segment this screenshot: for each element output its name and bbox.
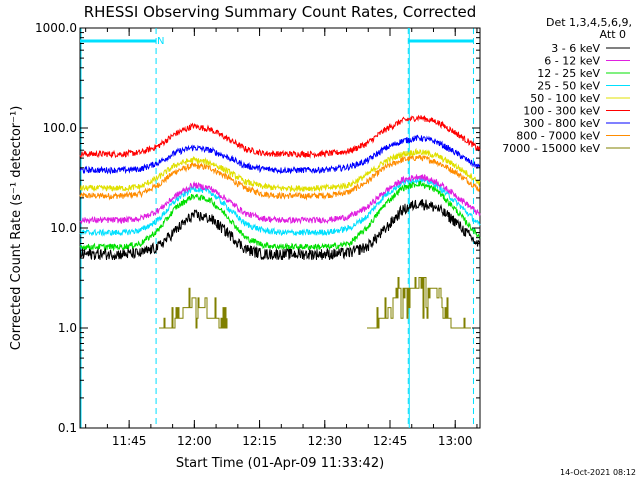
series-line-12-25keV <box>79 180 481 252</box>
legend-label: 6 - 12 keV <box>544 55 600 68</box>
legend-label: 3 - 6 keV <box>551 42 600 55</box>
legend-label: 300 - 800 keV <box>523 117 600 130</box>
legend-header-line-2: Att 0 <box>600 28 626 41</box>
x-tick-label: 12:30 <box>307 434 342 448</box>
series-line-100-300keV <box>79 114 481 159</box>
legend-label: 800 - 7000 keV <box>516 130 600 143</box>
series-line-3-6keV <box>79 199 481 261</box>
plot-area: 0.1 1.0 10.0 100.0 1000.0 11:45 12:00 12:15 12:… <box>35 21 481 448</box>
x-axis: 11:45 12:00 12:15 12:30 12:45 13:00 <box>85 28 478 448</box>
flag-label: N <box>157 36 164 47</box>
legend-label: 7000 - 15000 keV <box>502 142 600 155</box>
series-line-300-800keV <box>79 134 480 175</box>
legend-label: 12 - 25 keV <box>537 67 600 80</box>
series-line-800-7000keV <box>79 154 481 201</box>
legend-label: 100 - 300 keV <box>523 105 600 118</box>
x-tick-label: 12:15 <box>242 434 277 448</box>
y-tick-label: 1000.0 <box>35 21 77 35</box>
timestamp-stamp: 14-Oct-2021 08:12 <box>560 468 636 477</box>
series-line-6-12keV <box>79 174 481 225</box>
series-lines <box>79 114 481 329</box>
legend-label: 25 - 50 keV <box>537 80 600 93</box>
legend-header-line-1: Det 1,3,4,5,6,9, <box>546 16 632 29</box>
x-axis-label: Start Time (01-Apr-09 11:33:42) <box>176 456 384 471</box>
y-tick-label: 1.0 <box>58 321 77 335</box>
x-tick-label: 12:00 <box>177 434 212 448</box>
y-axis-label: Corrected Count Rate (s⁻¹ detector⁻¹) <box>9 106 24 351</box>
x-tick-label: 13:00 <box>438 434 473 448</box>
y-tick-label: 100.0 <box>43 121 77 135</box>
plot-frame <box>79 27 481 429</box>
time-markers <box>80 28 474 428</box>
legend-label: 50 - 100 keV <box>530 92 600 105</box>
y-axis: 0.1 1.0 10.0 100.0 1000.0 <box>35 21 480 435</box>
x-tick-label: 11:45 <box>112 434 147 448</box>
series-line-50-100keV <box>79 147 481 193</box>
chart-title: RHESSI Observing Summary Count Rates, Co… <box>84 3 477 21</box>
x-tick-label: 12:45 <box>373 434 408 448</box>
y-tick-label: 0.1 <box>58 421 77 435</box>
y-tick-label: 10.0 <box>50 221 77 235</box>
series-line-7000-15000keV <box>159 277 471 329</box>
series-line-25-50keV <box>79 176 481 237</box>
